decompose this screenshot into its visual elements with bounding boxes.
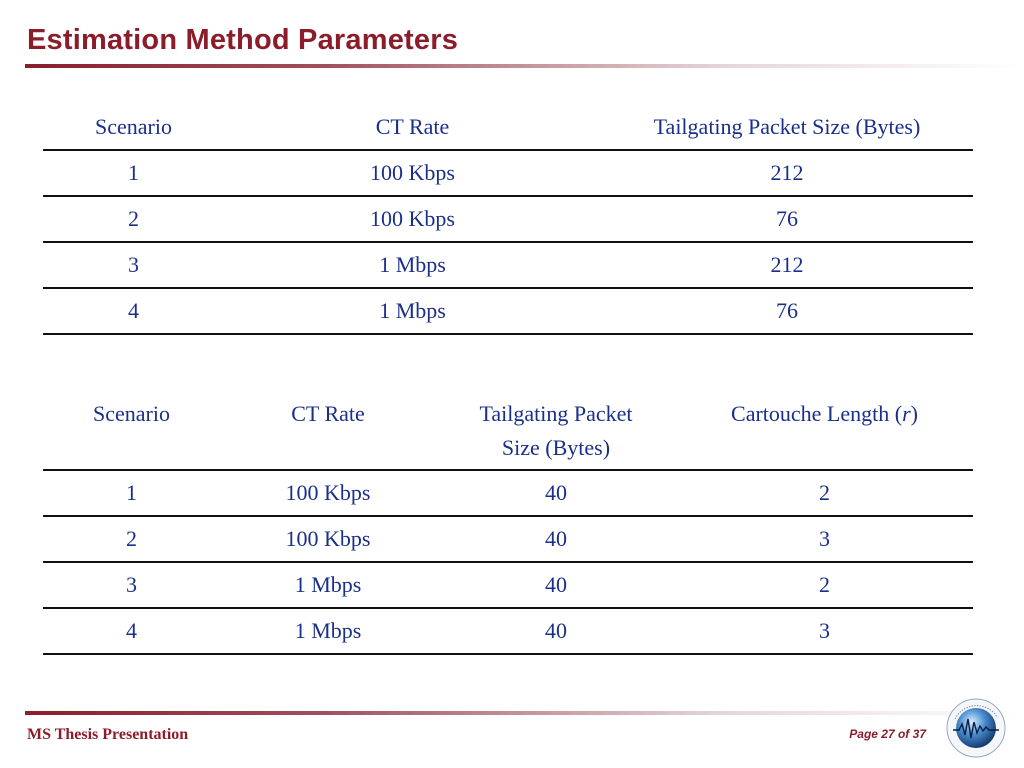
slide-title: Estimation Method Parameters [27, 24, 459, 56]
header-packet-size: Tailgating Packet Size (Bytes) [436, 395, 676, 471]
title-divider [25, 64, 1024, 68]
table-row: 2 100 Kbps 76 [43, 196, 973, 243]
cell-scenario: 4 [43, 288, 224, 335]
cell-ct-rate: 1 Mbps [220, 608, 436, 655]
table-row: 3 1 Mbps 212 [43, 242, 973, 289]
cell-scenario: 3 [43, 562, 220, 609]
header-packet-size-line1: Tailgating Packet [479, 401, 633, 426]
parameters-table-1: Scenario CT Rate Tailgating Packet Size … [43, 105, 973, 335]
cell-packet-size: 212 [601, 242, 973, 289]
parameters-table-2: Scenario CT Rate Tailgating Packet Size … [43, 395, 973, 655]
cell-packet-size: 40 [436, 516, 676, 563]
cell-ct-rate: 1 Mbps [220, 562, 436, 609]
cell-ct-rate: 100 Kbps [224, 196, 601, 243]
header-ct-rate: CT Rate [224, 105, 601, 151]
header-cartouche-suffix: ) [910, 401, 918, 426]
header-cartouche-variable: r [902, 401, 911, 426]
cell-scenario: 2 [43, 516, 220, 563]
cell-ct-rate: 100 Kbps [224, 150, 601, 197]
cell-ct-rate: 1 Mbps [224, 288, 601, 335]
cell-packet-size: 40 [436, 608, 676, 655]
cell-packet-size: 212 [601, 150, 973, 197]
table-row: 4 1 Mbps 40 3 [43, 608, 973, 655]
header-cartouche-length: Cartouche Length (r) [676, 395, 973, 471]
header-packet-size-line2: Size (Bytes) [501, 435, 611, 460]
cell-ct-rate: 100 Kbps [220, 470, 436, 517]
cell-packet-size: 76 [601, 288, 973, 335]
table-row: 4 1 Mbps 76 [43, 288, 973, 335]
footer-divider [25, 711, 1024, 715]
cell-scenario: 1 [43, 150, 224, 197]
cell-scenario: 1 [43, 470, 220, 517]
cell-cartouche-length: 3 [676, 608, 973, 655]
header-ct-rate: CT Rate [220, 395, 436, 471]
cell-cartouche-length: 2 [676, 562, 973, 609]
table-header-row: Scenario CT Rate Tailgating Packet Size … [43, 105, 973, 151]
cell-cartouche-length: 2 [676, 470, 973, 517]
footer-presentation-label: MS Thesis Presentation [27, 726, 189, 743]
cell-packet-size: 40 [436, 562, 676, 609]
cell-ct-rate: 100 Kbps [220, 516, 436, 563]
cell-packet-size: 40 [436, 470, 676, 517]
header-scenario: Scenario [43, 395, 220, 471]
page-number: Page 27 of 37 [849, 727, 926, 741]
cell-scenario: 3 [43, 242, 224, 289]
cell-scenario: 4 [43, 608, 220, 655]
cell-packet-size: 76 [601, 196, 973, 243]
header-cartouche-prefix: Cartouche Length ( [731, 401, 903, 426]
cell-cartouche-length: 3 [676, 516, 973, 563]
cell-scenario: 2 [43, 196, 224, 243]
table-header-row: Scenario CT Rate Tailgating Packet Size … [43, 395, 973, 471]
table-row: 1 100 Kbps 40 2 [43, 470, 973, 517]
globe-waveform-logo-icon [946, 698, 1006, 758]
table-row: 2 100 Kbps 40 3 [43, 516, 973, 563]
cell-ct-rate: 1 Mbps [224, 242, 601, 289]
header-packet-size: Tailgating Packet Size (Bytes) [601, 105, 973, 151]
table-row: 3 1 Mbps 40 2 [43, 562, 973, 609]
header-scenario: Scenario [43, 105, 224, 151]
table-row: 1 100 Kbps 212 [43, 150, 973, 197]
